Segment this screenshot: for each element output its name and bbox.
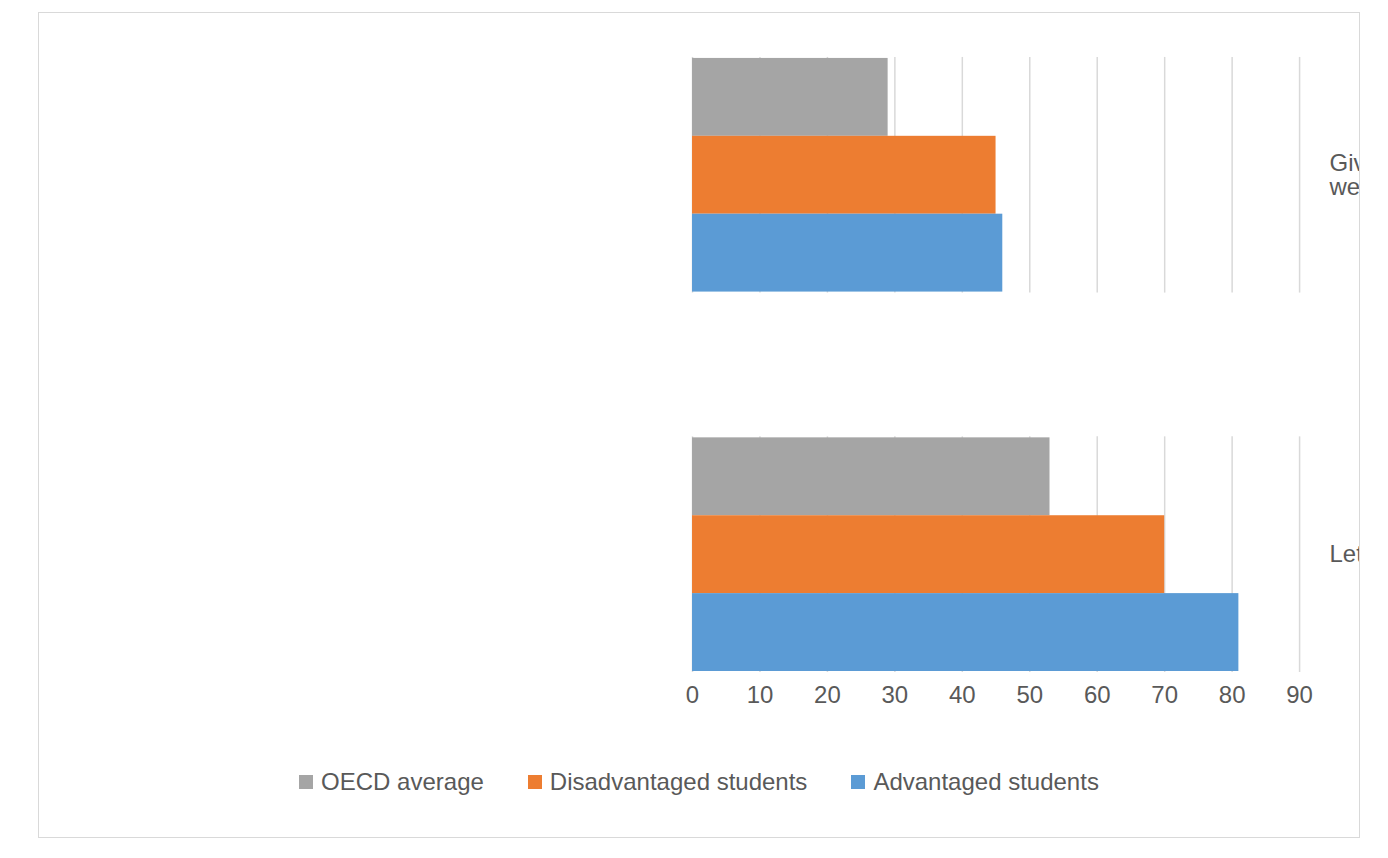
html-text:OECD average: OECD average [321,767,484,795]
svg-text:70: 70 [1151,681,1178,708]
svg-text:90: 90 [1286,681,1313,708]
svg-text:20: 20 [814,681,841,708]
svg-text:60: 60 [1084,681,1111,708]
svg-text:30: 30 [882,681,909,708]
svg-text:40: 40 [949,681,976,708]
svg-text:50: 50 [1016,681,1043,708]
svg-text:10: 10 [747,681,774,708]
svg-text:0: 0 [686,681,699,708]
html-text:Disadvantaged students: Disadvantaged students [549,767,808,795]
html-text:Advantaged students: Advantaged students [873,767,1099,795]
svg-text:Give students projects that re: Give students projects that require at l… [1329,149,1359,200]
svg-text:Let students use ICT for proje: Let students use ICT for projects or cla… [1330,540,1359,567]
svg-text:80: 80 [1219,681,1246,708]
